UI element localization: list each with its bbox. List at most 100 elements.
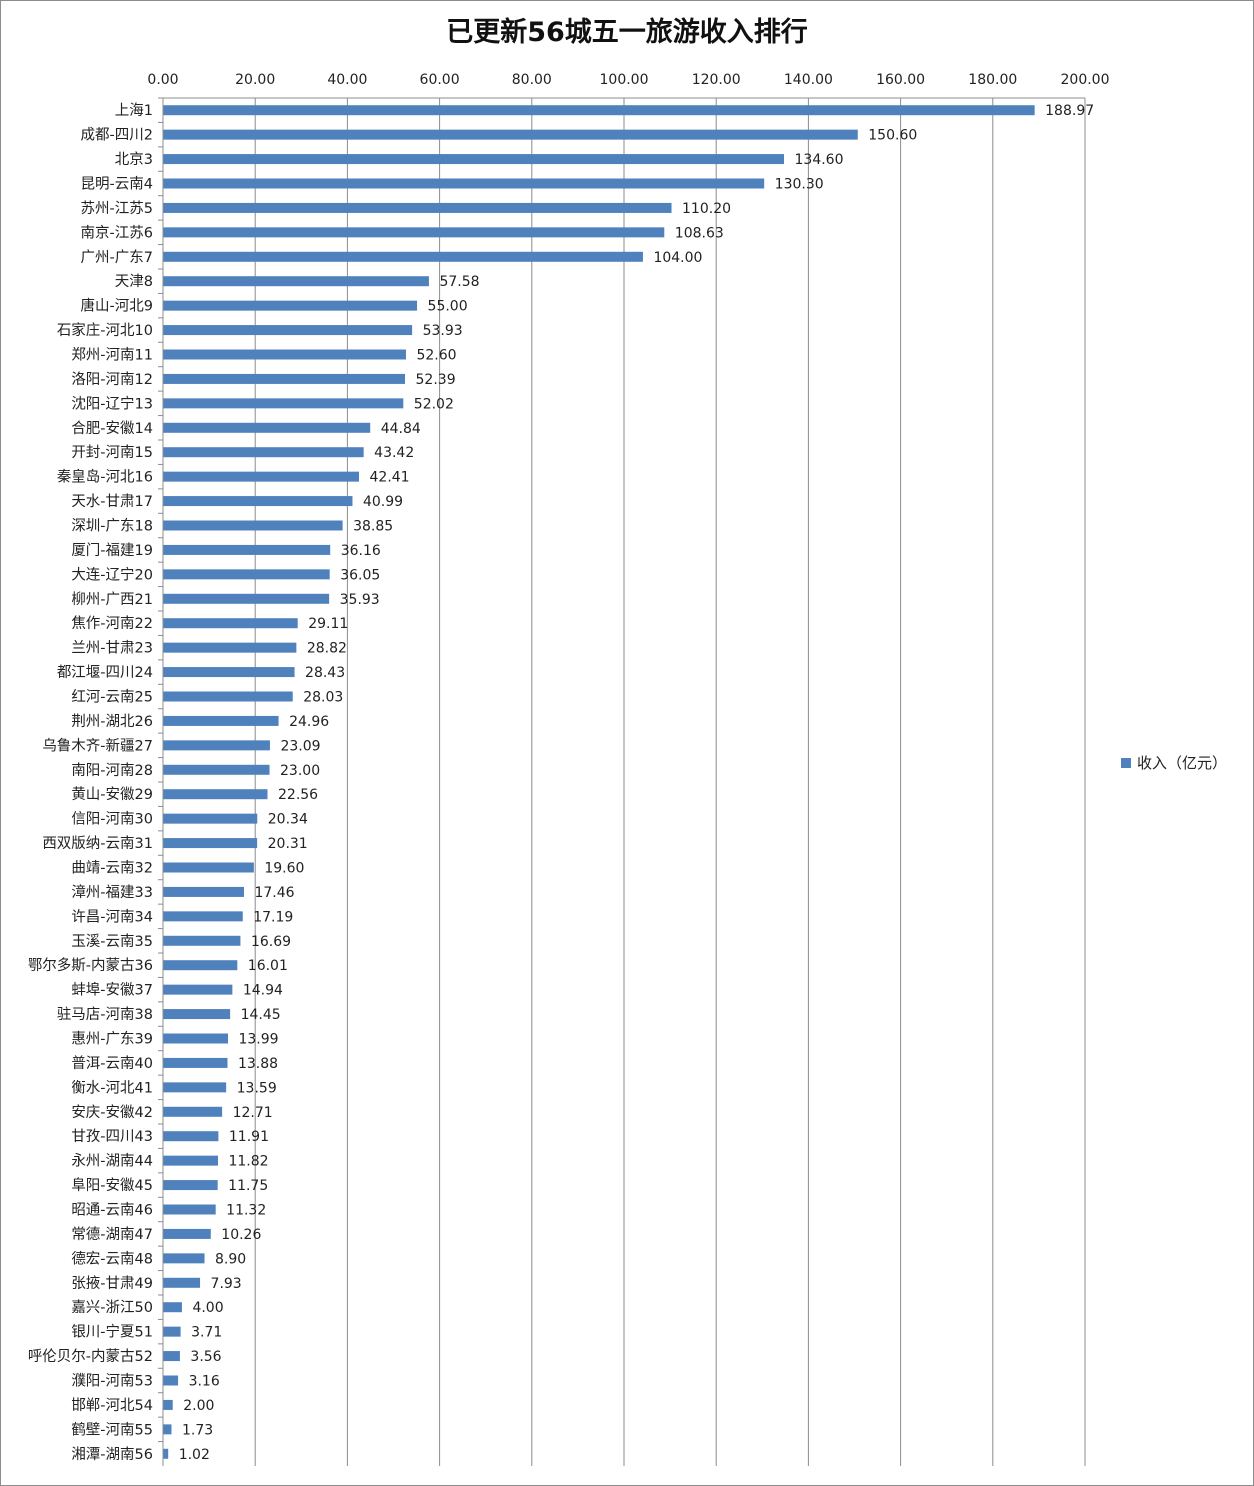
bar bbox=[163, 667, 295, 678]
category-label: 湘潭-湖南56 bbox=[71, 1446, 153, 1463]
data-label: 28.43 bbox=[305, 665, 345, 681]
bar bbox=[163, 1009, 231, 1020]
category-label: 曲靖-云南32 bbox=[71, 860, 153, 877]
data-label: 28.03 bbox=[303, 690, 343, 706]
category-label: 成都-四川2 bbox=[81, 127, 153, 144]
bar bbox=[163, 276, 429, 287]
bar bbox=[163, 471, 360, 482]
data-label: 29.11 bbox=[308, 616, 348, 632]
category-label: 大连-辽宁20 bbox=[71, 566, 153, 583]
bar bbox=[163, 422, 371, 433]
category-label: 天津8 bbox=[115, 273, 153, 290]
category-label: 洛阳-河南12 bbox=[71, 371, 153, 388]
category-label: 秦皇岛-河北16 bbox=[57, 469, 153, 486]
bar bbox=[163, 984, 233, 995]
category-label: 驻马店-河南38 bbox=[57, 1006, 153, 1023]
category-label: 厦门-福建19 bbox=[71, 542, 153, 559]
bar bbox=[163, 642, 297, 653]
x-tick-label: 180.00 bbox=[968, 72, 1017, 88]
category-label: 安庆-安徽42 bbox=[71, 1104, 153, 1121]
data-label: 110.20 bbox=[682, 201, 731, 217]
data-label: 1.73 bbox=[182, 1422, 213, 1438]
bar bbox=[163, 1204, 216, 1215]
bar bbox=[163, 1399, 173, 1410]
category-label: 昆明-云南4 bbox=[81, 176, 153, 193]
data-label: 23.09 bbox=[280, 738, 320, 754]
category-label: 沈阳-辽宁13 bbox=[71, 395, 153, 412]
data-label: 52.60 bbox=[416, 348, 456, 364]
category-label: 鄂尔多斯-内蒙古36 bbox=[28, 957, 153, 974]
bar bbox=[163, 1351, 180, 1362]
bar bbox=[163, 105, 1035, 116]
category-label: 嘉兴-浙江50 bbox=[71, 1299, 153, 1316]
data-label: 1.02 bbox=[179, 1447, 210, 1463]
bar bbox=[163, 202, 672, 213]
bar bbox=[163, 813, 258, 824]
bar bbox=[163, 1326, 181, 1337]
data-label: 13.59 bbox=[237, 1080, 277, 1096]
x-tick-label: 0.00 bbox=[147, 72, 178, 88]
data-label: 42.41 bbox=[370, 470, 410, 486]
category-label: 濮阳-河南53 bbox=[71, 1373, 153, 1390]
bar bbox=[163, 886, 244, 897]
category-label: 深圳-广东18 bbox=[71, 518, 153, 535]
bar bbox=[163, 862, 254, 873]
category-label: 黄山-安徽29 bbox=[71, 786, 153, 803]
category-label: 都江堰-四川24 bbox=[57, 664, 153, 681]
data-label: 20.31 bbox=[268, 836, 308, 852]
category-label: 北京3 bbox=[115, 151, 153, 168]
bar bbox=[163, 300, 418, 311]
data-label: 11.91 bbox=[229, 1129, 269, 1145]
bar bbox=[163, 178, 765, 189]
bar bbox=[163, 569, 330, 580]
data-label: 19.60 bbox=[264, 861, 304, 877]
bar bbox=[163, 691, 293, 702]
category-label: 蚌埠-安徽37 bbox=[71, 981, 153, 999]
category-label: 开封-河南15 bbox=[71, 444, 153, 461]
x-tick-label: 140.00 bbox=[784, 72, 833, 88]
category-label: 合肥-安徽14 bbox=[71, 420, 153, 437]
data-label: 44.84 bbox=[381, 421, 421, 437]
data-label: 108.63 bbox=[675, 225, 724, 241]
bar bbox=[163, 398, 404, 409]
category-label: 天水-甘肃17 bbox=[71, 493, 153, 510]
data-label: 55.00 bbox=[428, 299, 468, 315]
data-label: 104.00 bbox=[653, 250, 702, 266]
data-label: 17.46 bbox=[254, 885, 294, 901]
bar bbox=[163, 1228, 211, 1239]
category-label: 张掖-甘肃49 bbox=[71, 1275, 153, 1292]
x-tick-label: 40.00 bbox=[327, 72, 367, 88]
bar bbox=[163, 1180, 218, 1191]
data-label: 28.82 bbox=[307, 641, 347, 657]
data-label: 12.71 bbox=[233, 1105, 273, 1121]
data-label: 22.56 bbox=[278, 787, 318, 803]
bar bbox=[163, 789, 268, 800]
category-label: 漳州-福建33 bbox=[71, 883, 153, 901]
category-label: 德宏-云南48 bbox=[71, 1250, 153, 1267]
data-label: 20.34 bbox=[268, 812, 308, 828]
category-label: 银川-宁夏51 bbox=[71, 1324, 153, 1341]
category-label: 柳州-广西21 bbox=[71, 591, 153, 608]
category-label: 惠州-广东39 bbox=[71, 1031, 153, 1048]
category-label: 普洱-云南40 bbox=[71, 1055, 153, 1072]
legend: 收入（亿元） bbox=[1121, 752, 1227, 773]
legend-label: 收入（亿元） bbox=[1137, 754, 1228, 772]
data-label: 52.39 bbox=[416, 372, 456, 388]
data-label: 4.00 bbox=[192, 1300, 223, 1316]
data-label: 38.85 bbox=[353, 519, 393, 535]
bar bbox=[163, 618, 298, 629]
data-label: 43.42 bbox=[374, 445, 414, 461]
data-label: 53.93 bbox=[423, 323, 463, 339]
category-label: 鹤壁-河南55 bbox=[71, 1421, 153, 1438]
data-label: 3.71 bbox=[191, 1325, 222, 1341]
bar bbox=[163, 349, 406, 360]
category-label: 焦作-河南22 bbox=[71, 615, 153, 632]
bar bbox=[163, 838, 258, 849]
bar bbox=[163, 935, 241, 946]
bar bbox=[163, 1253, 205, 1264]
bar bbox=[163, 1106, 223, 1117]
category-label: 阜阳-安徽45 bbox=[71, 1177, 153, 1194]
data-label: 11.75 bbox=[228, 1178, 268, 1194]
data-label: 35.93 bbox=[340, 592, 380, 608]
category-label: 苏州-江苏5 bbox=[81, 200, 153, 217]
